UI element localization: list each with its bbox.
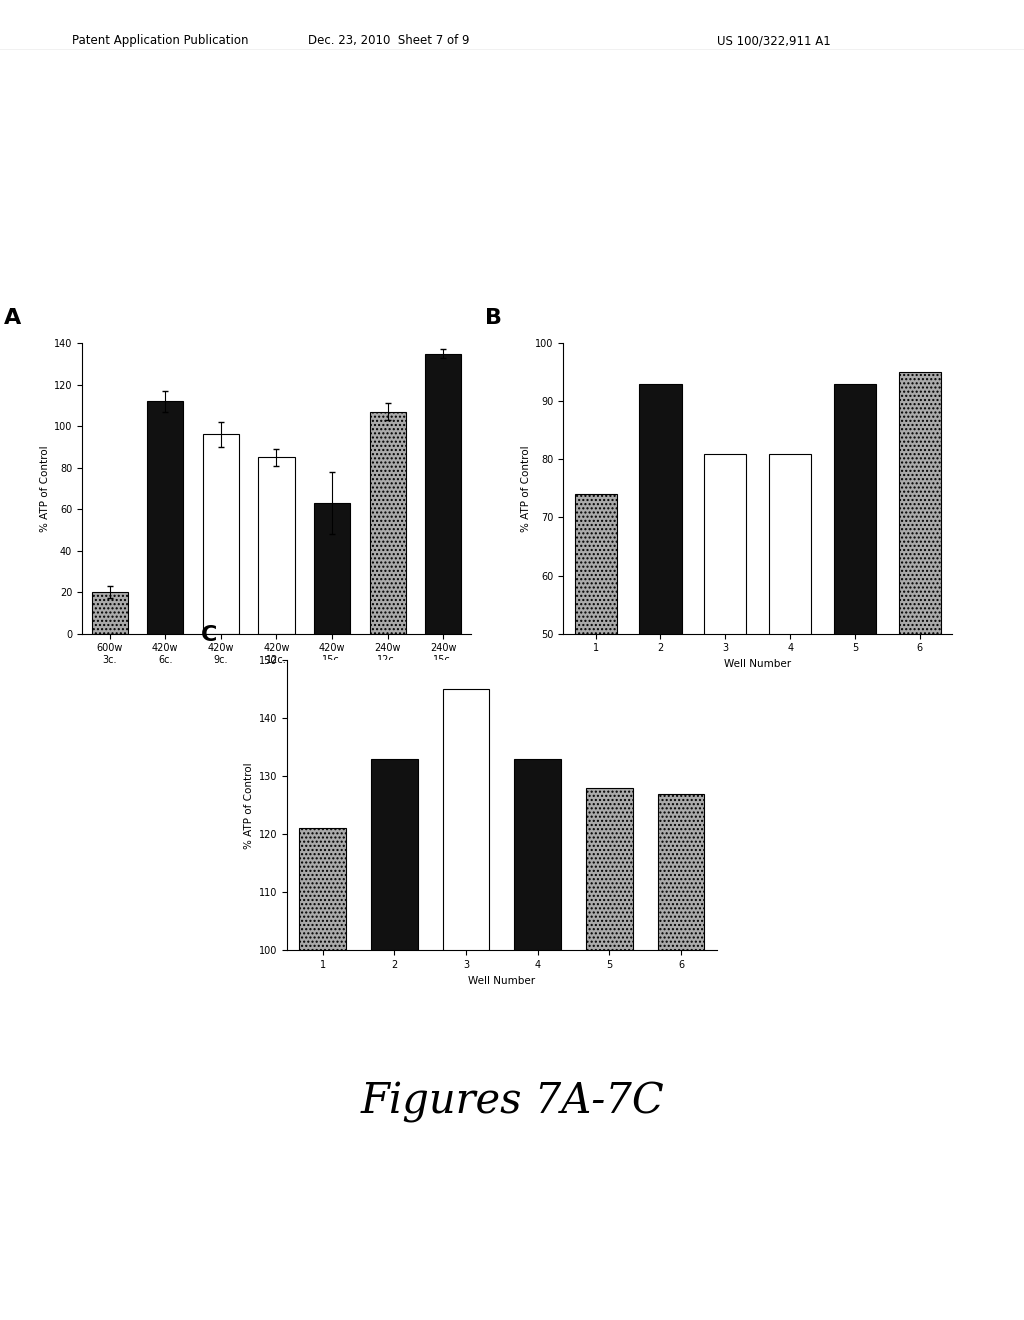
X-axis label: Well Number: Well Number xyxy=(724,659,792,669)
Bar xyxy=(705,454,746,924)
Bar xyxy=(203,434,239,634)
Bar xyxy=(574,494,616,924)
Bar xyxy=(769,454,811,924)
Bar xyxy=(299,829,346,1320)
Bar xyxy=(370,412,406,634)
Bar xyxy=(514,759,561,1320)
Bar xyxy=(899,372,941,924)
Text: Dec. 23, 2010  Sheet 7 of 9: Dec. 23, 2010 Sheet 7 of 9 xyxy=(308,34,470,48)
Bar xyxy=(834,384,877,924)
Bar xyxy=(371,759,418,1320)
Text: Figures 7A-7C: Figures 7A-7C xyxy=(360,1081,664,1123)
X-axis label: Well Number: Well Number xyxy=(468,975,536,986)
Y-axis label: % ATP of Control: % ATP of Control xyxy=(521,445,530,532)
Text: A: A xyxy=(4,309,22,329)
Bar xyxy=(639,384,682,924)
Bar xyxy=(425,354,461,634)
Text: US 100/322,911 A1: US 100/322,911 A1 xyxy=(717,34,830,48)
Text: C: C xyxy=(201,626,217,645)
Bar xyxy=(314,503,350,634)
Bar xyxy=(586,788,633,1320)
Text: B: B xyxy=(485,309,503,329)
Bar xyxy=(92,593,128,634)
Y-axis label: % ATP of Control: % ATP of Control xyxy=(40,445,49,532)
Bar xyxy=(147,401,183,634)
Bar xyxy=(657,793,705,1320)
Y-axis label: % ATP of Control: % ATP of Control xyxy=(245,762,254,849)
Bar xyxy=(442,689,489,1320)
Bar xyxy=(258,457,295,634)
Text: Patent Application Publication: Patent Application Publication xyxy=(72,34,248,48)
